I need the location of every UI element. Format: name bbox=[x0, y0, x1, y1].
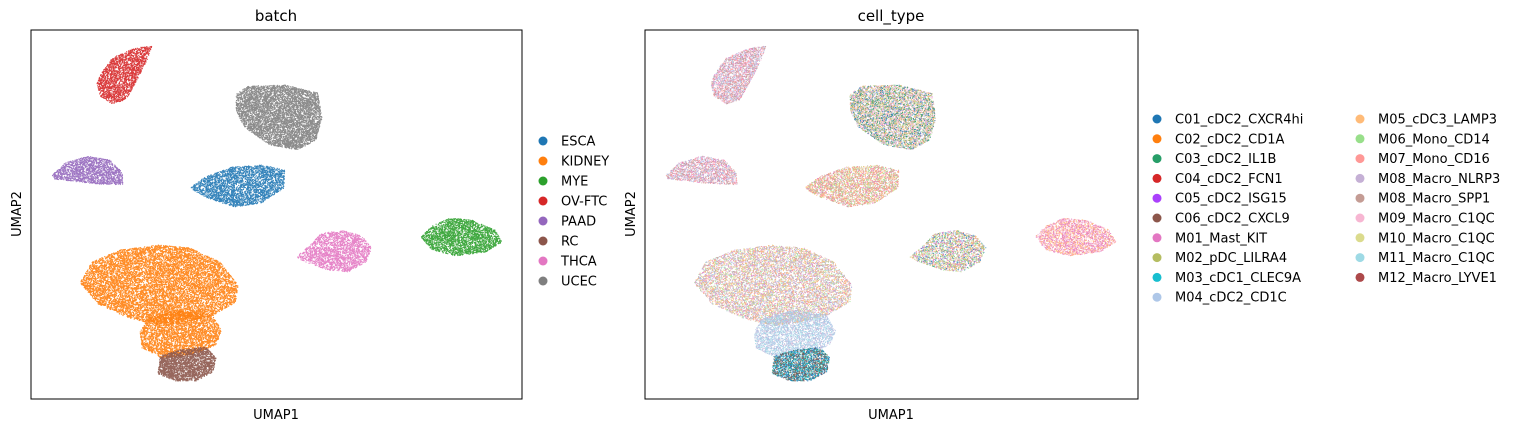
legend-label: C01_cDC2_CXCR4hi bbox=[1175, 113, 1303, 128]
cluster-points bbox=[235, 84, 323, 150]
legend-label: M06_Mono_CD14 bbox=[1378, 132, 1490, 147]
legend-marker bbox=[538, 196, 548, 206]
legend-marker bbox=[1355, 213, 1365, 223]
legend-marker bbox=[1355, 154, 1365, 164]
batch-axes-frame bbox=[30, 29, 523, 400]
cluster-points bbox=[772, 347, 829, 382]
legend-marker bbox=[1355, 193, 1365, 203]
cell-type-title: cell_type bbox=[858, 7, 925, 26]
legend-label: M08_Macro_NLRP3 bbox=[1378, 172, 1500, 187]
legend-label: UCEC bbox=[561, 275, 597, 290]
legend-label: ESCA bbox=[561, 135, 596, 150]
legend-marker bbox=[1355, 253, 1365, 263]
cell-type-panel: cell_type UMAP1 UMAP2 C01_cDC2_CXCR4hiC0… bbox=[624, 7, 1500, 423]
cluster-points bbox=[157, 346, 217, 382]
legend-label: M04_cDC2_CD1C bbox=[1175, 291, 1287, 306]
cell-type-ylabel: UMAP2 bbox=[624, 191, 639, 237]
cluster-points bbox=[96, 45, 153, 104]
legend-marker bbox=[1152, 154, 1162, 164]
legend-marker bbox=[1152, 253, 1162, 263]
legend-marker bbox=[1355, 134, 1365, 144]
legend-label: C03_cDC2_IL1B bbox=[1175, 152, 1276, 167]
legend-marker bbox=[1355, 233, 1365, 243]
legend-label: C06_cDC2_CXCL9 bbox=[1175, 212, 1290, 227]
cluster-points bbox=[711, 45, 767, 105]
cluster-points bbox=[805, 165, 900, 208]
batch-panel: batch UMAP1 UMAP2 ESCA KIDNEY MYE OV-FTC PAA… bbox=[10, 7, 609, 423]
legend-marker bbox=[538, 176, 548, 186]
legend-marker bbox=[1152, 173, 1162, 183]
cluster-points bbox=[297, 230, 372, 273]
cluster-points bbox=[420, 218, 502, 257]
legend-marker bbox=[538, 156, 548, 166]
legend-marker bbox=[538, 136, 548, 146]
legend-label: RC bbox=[561, 235, 578, 250]
cluster-points bbox=[849, 84, 936, 150]
legend-label: M09_Macro_C1QC bbox=[1378, 212, 1495, 227]
legend-label: C02_cDC2_CD1A bbox=[1175, 132, 1284, 147]
legend-marker bbox=[1152, 213, 1162, 223]
cell-type-legend: C01_cDC2_CXCR4hi C02_cDC2_CD1A C03_cDC2_IL… bbox=[1152, 113, 1500, 306]
legend-label: M10_Macro_C1QC bbox=[1378, 231, 1495, 246]
legend-label: OV-FTC bbox=[561, 195, 607, 210]
legend-label: M05_cDC3_LAMP3 bbox=[1378, 113, 1497, 128]
legend-marker bbox=[538, 276, 548, 286]
cluster-points bbox=[80, 244, 239, 327]
cluster-points bbox=[666, 155, 738, 186]
cluster-points bbox=[1035, 218, 1114, 257]
legend-label: C05_cDC2_ISG15 bbox=[1175, 192, 1287, 207]
legend-marker bbox=[1355, 114, 1365, 124]
legend-label: M03_cDC1_CLEC9A bbox=[1175, 271, 1301, 286]
legend-marker bbox=[538, 256, 548, 266]
legend-label: M07_Mono_CD16 bbox=[1378, 152, 1490, 167]
legend-label: M11_Macro_C1QC bbox=[1378, 251, 1495, 266]
batch-points bbox=[51, 45, 502, 382]
legend-label: C04_cDC2_FCN1 bbox=[1175, 172, 1283, 187]
cell-type-xlabel: UMAP1 bbox=[868, 408, 914, 423]
cluster-points bbox=[807, 164, 900, 208]
legend-marker bbox=[1152, 292, 1162, 302]
legend-label: THCA bbox=[560, 255, 597, 270]
cell-type-axes-frame bbox=[644, 29, 1139, 400]
legend-marker bbox=[1152, 233, 1162, 243]
legend-marker bbox=[1152, 272, 1162, 282]
batch-title: batch bbox=[255, 7, 297, 25]
legend-marker bbox=[1355, 272, 1365, 282]
cluster-points bbox=[51, 156, 124, 186]
legend-label: MYE bbox=[561, 175, 588, 190]
legend-label: M08_Macro_SPP1 bbox=[1378, 192, 1490, 207]
legend-label: M02_pDC_LILRA4 bbox=[1175, 251, 1287, 266]
batch-xlabel: UMAP1 bbox=[253, 408, 299, 423]
legend-marker bbox=[1152, 134, 1162, 144]
legend-label: KIDNEY bbox=[561, 155, 609, 170]
cluster-points bbox=[190, 164, 286, 208]
legend-label: M12_Macro_LYVE1 bbox=[1378, 271, 1497, 286]
legend-marker bbox=[1152, 193, 1162, 203]
legend-label: PAAD bbox=[561, 215, 596, 230]
batch-ylabel: UMAP2 bbox=[10, 191, 25, 237]
cell-type-points bbox=[665, 45, 1117, 382]
legend-label: M01_Mast_KIT bbox=[1175, 231, 1267, 246]
cluster-points bbox=[695, 244, 852, 326]
legend-marker bbox=[1355, 173, 1365, 183]
cluster-points bbox=[911, 230, 985, 273]
legend-marker bbox=[1152, 114, 1162, 124]
legend-marker bbox=[538, 236, 548, 246]
batch-legend: ESCA KIDNEY MYE OV-FTC PAAD RC THCA UCEC bbox=[538, 135, 609, 290]
legend-marker bbox=[538, 216, 548, 226]
